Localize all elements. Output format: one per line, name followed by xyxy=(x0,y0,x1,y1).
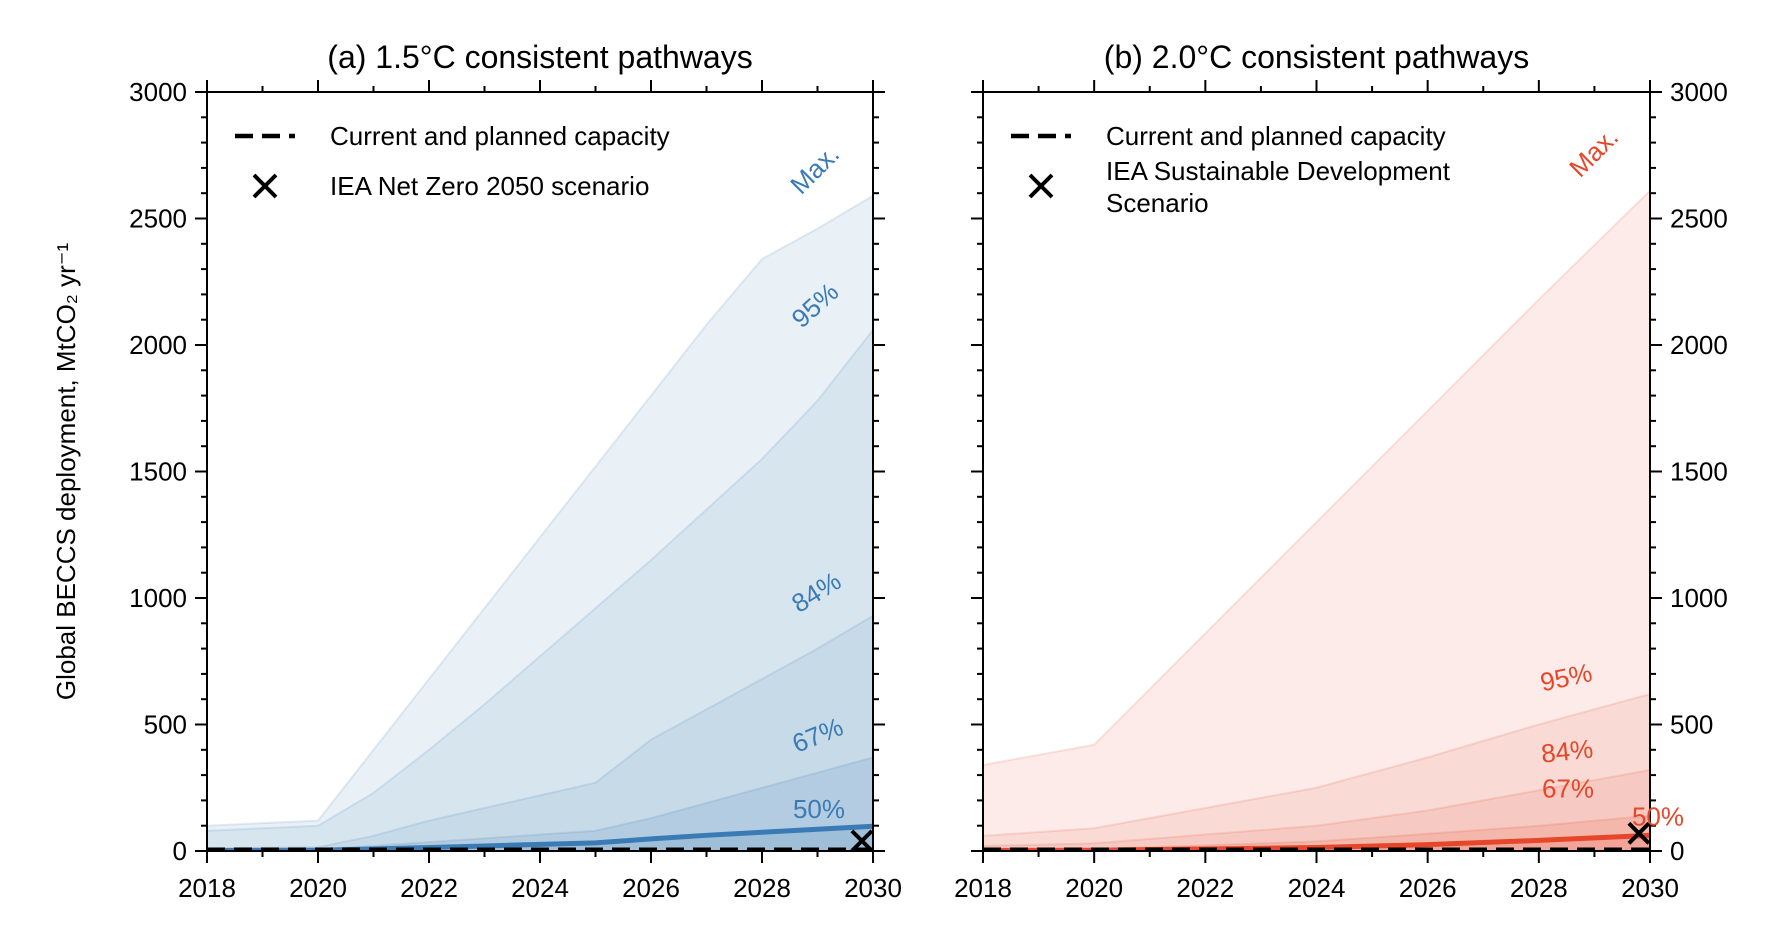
legend: Current and planned capacity IEA Net Zero… xyxy=(235,121,670,201)
band-edge-line xyxy=(983,189,1650,766)
x-tick-label: 2026 xyxy=(622,873,680,903)
x-tick-label: 2018 xyxy=(178,873,236,903)
band-50 xyxy=(983,835,1650,851)
y-tick-label: 1000 xyxy=(1670,583,1728,613)
x-tick-label: 2030 xyxy=(1621,873,1679,903)
x-tick-label: 2022 xyxy=(1176,873,1234,903)
band-edge-line xyxy=(207,614,873,850)
x-tick-label: 2024 xyxy=(1288,873,1346,903)
chart-title: (b) 2.0°C consistent pathways xyxy=(1104,39,1529,75)
y-tick-label: 2000 xyxy=(1670,330,1728,360)
band-label: 84% xyxy=(1540,733,1595,768)
y-tick-label: 2500 xyxy=(1670,204,1728,234)
x-tick-label: 2028 xyxy=(1510,873,1568,903)
band-84 xyxy=(983,770,1650,851)
legend-label: IEA Sustainable Development xyxy=(1106,156,1451,186)
y-tick-label: 1500 xyxy=(129,457,187,487)
band-edge-line xyxy=(207,194,873,827)
band-95 xyxy=(207,329,873,851)
band-edge-line xyxy=(983,769,1650,847)
legend-x-marker xyxy=(1028,173,1054,199)
x-tick-label: 2018 xyxy=(954,873,1012,903)
band-label: Max. xyxy=(1563,122,1624,183)
band-label: 50% xyxy=(793,794,845,824)
scenario-marker xyxy=(850,829,874,853)
legend-x-marker xyxy=(252,173,278,199)
median-line xyxy=(207,823,873,851)
y-tick-label: 3000 xyxy=(129,77,187,107)
plot-area xyxy=(207,194,873,851)
y-tick-label: 0 xyxy=(1670,836,1684,866)
x-tick-label: 2020 xyxy=(289,873,347,903)
legend-label: Current and planned capacity xyxy=(330,121,670,151)
x-tick-label: 2024 xyxy=(511,873,569,903)
y-tick-label: 1500 xyxy=(1670,457,1728,487)
x-tick-label: 2030 xyxy=(844,873,902,903)
band-edge-line xyxy=(207,756,873,851)
band-label: 50% xyxy=(1632,801,1684,831)
band-label: 67% xyxy=(1542,774,1594,804)
panel-b: 0 500 1000 1500 2000 2500 3000 2018 2020 2022 2024… xyxy=(954,39,1728,903)
panel-a: 0 500 1000 1500 2000 2500 3000 2018 2020 2022 2024… xyxy=(51,39,902,903)
band-max xyxy=(207,195,873,851)
legend-label: Scenario xyxy=(1106,188,1209,218)
y-tick-label: 2000 xyxy=(129,330,187,360)
y-tick-label: 500 xyxy=(1670,710,1713,740)
x-tick-label: 2020 xyxy=(1065,873,1123,903)
x-tick-label: 2022 xyxy=(400,873,458,903)
scenario-marker xyxy=(1627,821,1651,845)
y-tick-label: 1000 xyxy=(129,583,187,613)
band-label: Max. xyxy=(784,139,845,200)
y-tick-label: 2500 xyxy=(129,204,187,234)
band-max xyxy=(983,190,1650,851)
y-tick-label: 0 xyxy=(173,836,187,866)
y-tick-label: 500 xyxy=(144,710,187,740)
band-50 xyxy=(207,826,873,851)
legend: Current and planned capacity IEA Sustaina… xyxy=(1011,121,1451,218)
band-84 xyxy=(207,615,873,851)
legend-label: IEA Net Zero 2050 scenario xyxy=(330,171,649,201)
legend-label: Current and planned capacity xyxy=(1106,121,1446,151)
x-tick-label: 2028 xyxy=(733,873,791,903)
y-axis-label: Global BECCS deployment, MtCO₂ yr⁻¹ xyxy=(51,243,81,701)
band-95 xyxy=(983,694,1650,851)
band-edge-line xyxy=(207,329,873,832)
chart-title: (a) 1.5°C consistent pathways xyxy=(327,39,752,75)
y-tick-label: 3000 xyxy=(1670,77,1728,107)
x-tick-label: 2026 xyxy=(1399,873,1457,903)
band-edge-line xyxy=(983,693,1650,837)
band-67 xyxy=(207,757,873,851)
